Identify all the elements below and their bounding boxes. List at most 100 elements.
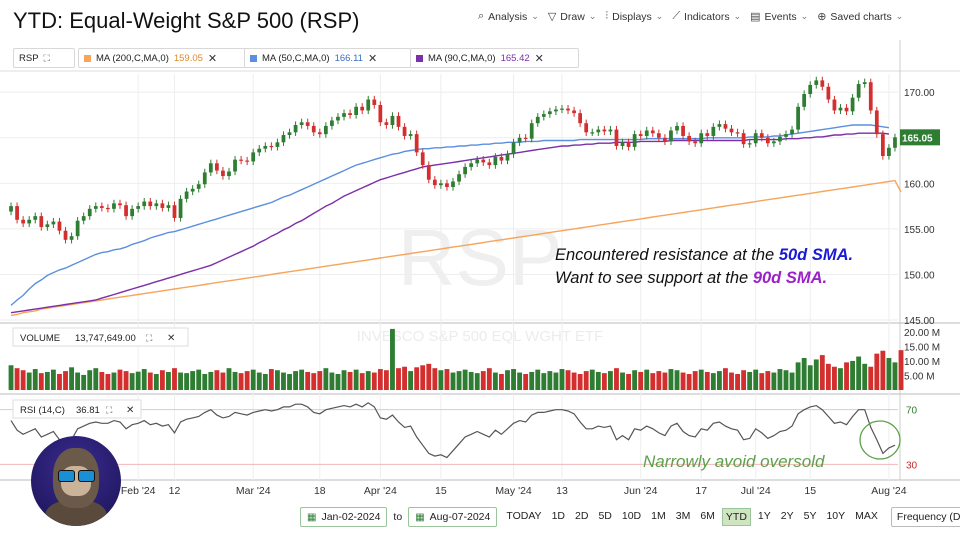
candle (45, 224, 50, 228)
toolbar-indicators-button[interactable]: ⟋ Indicators ⌄ (672, 10, 741, 23)
rsi-value: 36.81 (76, 405, 100, 416)
volume-bar (807, 365, 813, 390)
volume-bar (105, 374, 111, 390)
candle (681, 125, 685, 136)
ma50-close-icon[interactable]: ✕ (367, 52, 378, 65)
candle (166, 205, 171, 208)
candle (33, 216, 38, 220)
range-10y-button[interactable]: 10Y (826, 510, 846, 522)
annotation-line-1: Encountered resistance at the 50d SMA. (555, 246, 853, 264)
range-today-button[interactable]: TODAY (506, 510, 542, 522)
x-tick-label-12: Aug '24 (871, 485, 906, 497)
candle (287, 132, 292, 136)
toolbar-events-button[interactable]: ▤ Events ⌄ (750, 10, 808, 24)
candle (118, 203, 122, 206)
volume-bar (517, 372, 523, 390)
range-5y-button[interactable]: 5Y (803, 510, 817, 522)
range-2d-button[interactable]: 2D (575, 510, 589, 522)
range-6m-button[interactable]: 6M (700, 510, 715, 522)
volume-bar (220, 372, 226, 390)
candle (281, 135, 286, 143)
volume-bar (880, 350, 886, 390)
volume-bar (456, 371, 462, 390)
range-5d-button[interactable]: 5D (598, 510, 612, 522)
volume-bar (14, 368, 20, 390)
candle (293, 125, 298, 133)
volume-bar (50, 369, 56, 390)
candle (148, 201, 153, 207)
x-tick-label-3: 18 (314, 485, 326, 497)
candle (644, 130, 649, 136)
x-tick-label-11: 15 (804, 485, 816, 497)
expand-icon[interactable]: ⛶ (43, 52, 50, 63)
x-tick-label-10: Jul '24 (741, 485, 771, 497)
price-tick-label-2: 155.00 (904, 225, 935, 236)
candle (669, 130, 673, 142)
volume-bar (529, 371, 535, 390)
candle (656, 133, 661, 138)
calendar-icon[interactable]: ▦ (307, 511, 317, 523)
end-date-field[interactable]: ▦ Aug-07-2024 (408, 507, 498, 527)
range-ytd-button[interactable]: YTD (721, 508, 751, 526)
toolbar-draw-button[interactable]: ▽ Draw ⌄ (548, 10, 597, 24)
volume-bar (844, 362, 849, 390)
chart-title: YTD: Equal-Weight S&P 500 (RSP) (13, 8, 360, 33)
candle (275, 142, 280, 147)
start-date-field[interactable]: ▦ Jan-02-2024 (300, 507, 388, 527)
toolbar-analysis-button[interactable]: ⌕ Analysis ⌄ (478, 10, 539, 23)
chart-toolbar: ⌕ Analysis ⌄ ▽ Draw ⌄ ⫶ Displays ⌄ ⟋ Indicators ⌄ ▤ E… (478, 10, 903, 23)
volume-bar (281, 372, 286, 390)
candle (439, 183, 443, 186)
end-date-value: Aug-07-2024 (429, 511, 491, 523)
range-2y-button[interactable]: 2Y (780, 510, 794, 522)
candle (342, 113, 346, 117)
ma50-chip[interactable]: MA (50,C,MA,0) 166.11 ✕ (244, 48, 411, 68)
volume-bar (226, 368, 232, 390)
volume-bar (111, 372, 117, 390)
range-10d-button[interactable]: 10D (621, 510, 642, 522)
ma90-chip[interactable]: MA (90,C,MA,0) 165.42 ✕ (410, 48, 579, 68)
volume-expand-icon: ⛶ (145, 333, 153, 343)
toolbar-displays-button[interactable]: ⫶ Displays ⌄ (605, 10, 663, 23)
chevron-down-icon: ⌄ (655, 11, 664, 21)
ma200-close-icon[interactable]: ✕ (207, 52, 218, 65)
volume-bar (99, 371, 105, 390)
candle (330, 120, 334, 126)
volume-bar (153, 374, 159, 390)
candle (130, 208, 134, 217)
candle (432, 179, 437, 186)
symbol-chip[interactable]: RSP ⛶ (13, 48, 75, 68)
candle (560, 108, 564, 110)
candle (814, 80, 819, 85)
volume-bar (196, 369, 202, 390)
candle (590, 132, 595, 134)
candle (39, 216, 44, 228)
range-1y-button[interactable]: 1Y (757, 510, 771, 522)
frequency-select[interactable]: Frequency (Daily) ⌄ (890, 507, 960, 527)
toolbar-saved-charts-button[interactable]: ⊕ Saved charts ⌄ (817, 10, 903, 24)
range-3m-button[interactable]: 3M (675, 510, 691, 522)
ma200-swatch (84, 54, 91, 62)
candle (796, 106, 800, 130)
rsi-close-icon: ✕ (126, 405, 134, 416)
candle (336, 116, 340, 121)
candle (81, 216, 86, 221)
candle (620, 142, 625, 146)
range-max-button[interactable]: MAX (855, 510, 878, 522)
ma200-line (10, 179, 902, 317)
ma90-close-icon[interactable]: ✕ (534, 52, 544, 65)
volume-bar (735, 374, 740, 390)
candle (75, 220, 80, 237)
candle (317, 132, 322, 135)
candle (190, 188, 195, 192)
price-tick-label-0: 145.00 (904, 316, 935, 327)
volume-bar (172, 368, 177, 390)
calendar-icon[interactable]: ▦ (415, 511, 425, 523)
range-1m-button[interactable]: 1M (651, 510, 666, 522)
saved-charts-icon: ⊕ (817, 11, 827, 23)
volume-bar (892, 362, 898, 390)
range-1d-button[interactable]: 1D (551, 510, 565, 522)
volume-bar (547, 371, 553, 390)
volume-bar (571, 372, 577, 390)
